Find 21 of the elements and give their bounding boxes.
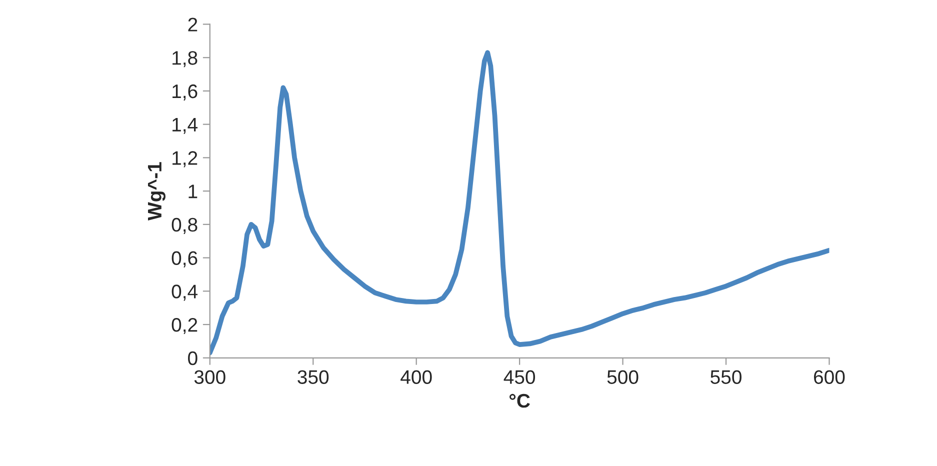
x-tick-label: 550 [710, 370, 742, 384]
y-tick-label: 0,6 [172, 251, 198, 268]
y-tick-label: 1,4 [172, 118, 198, 134]
y-tick-label: 1,2 [172, 151, 198, 168]
x-tick-label: 400 [400, 370, 432, 384]
line-series [210, 50, 830, 356]
y-tick-label: 0,8 [172, 218, 198, 234]
x-axis-title: °C [510, 394, 530, 408]
x-tick-label: 450 [504, 370, 536, 384]
y-tick-label: 1,6 [172, 84, 198, 100]
y-tick-label: 1,8 [172, 51, 198, 68]
y-tick-label: 0,4 [172, 284, 198, 301]
x-tick-label: 300 [194, 370, 226, 384]
x-tick-label: 350 [298, 370, 329, 384]
x-tick-label: 500 [607, 370, 638, 384]
x-tick-label: 600 [814, 370, 845, 384]
y-tick-label: 2 [188, 18, 198, 32]
y-tick-label: 0 [188, 351, 198, 366]
y-tick-label: 1 [188, 184, 198, 198]
y-tick-label: 0,2 [172, 318, 198, 334]
y-axis-title: Wg^-1 [148, 162, 166, 220]
